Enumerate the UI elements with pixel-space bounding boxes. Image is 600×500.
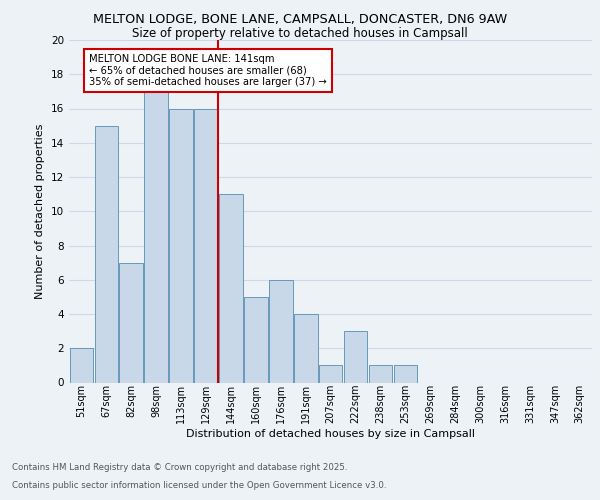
Bar <box>319 366 343 382</box>
Text: Size of property relative to detached houses in Campsall: Size of property relative to detached ho… <box>132 28 468 40</box>
Bar <box>344 331 367 382</box>
X-axis label: Distribution of detached houses by size in Campsall: Distribution of detached houses by size … <box>186 429 475 439</box>
Bar <box>368 366 392 382</box>
Y-axis label: Number of detached properties: Number of detached properties <box>35 124 46 299</box>
Text: MELTON LODGE BONE LANE: 141sqm
← 65% of detached houses are smaller (68)
35% of : MELTON LODGE BONE LANE: 141sqm ← 65% of … <box>89 54 326 87</box>
Bar <box>169 108 193 382</box>
Bar <box>394 366 417 382</box>
Bar <box>219 194 243 382</box>
Bar <box>145 92 168 383</box>
Bar <box>244 297 268 382</box>
Bar <box>194 108 218 382</box>
Bar <box>70 348 93 382</box>
Bar <box>294 314 317 382</box>
Bar <box>95 126 118 382</box>
Bar <box>119 262 143 382</box>
Bar <box>269 280 293 382</box>
Text: Contains public sector information licensed under the Open Government Licence v3: Contains public sector information licen… <box>12 481 386 490</box>
Text: MELTON LODGE, BONE LANE, CAMPSALL, DONCASTER, DN6 9AW: MELTON LODGE, BONE LANE, CAMPSALL, DONCA… <box>93 12 507 26</box>
Text: Contains HM Land Registry data © Crown copyright and database right 2025.: Contains HM Land Registry data © Crown c… <box>12 464 347 472</box>
